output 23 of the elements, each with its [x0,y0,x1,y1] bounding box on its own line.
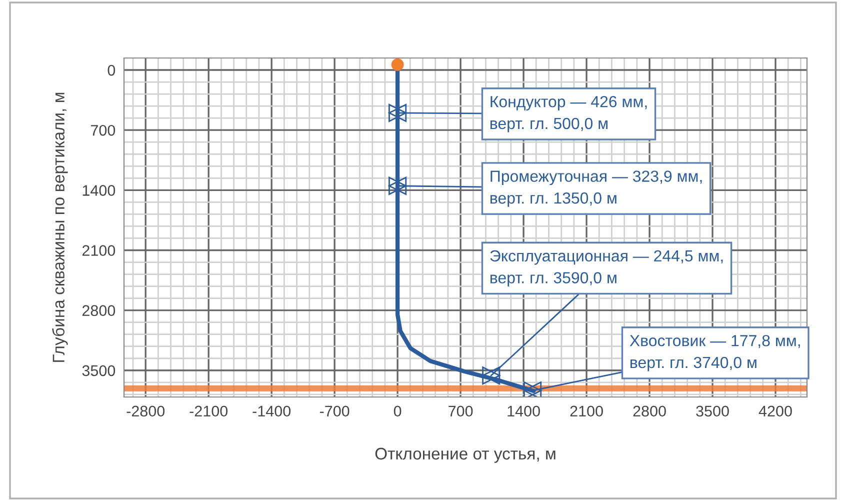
x-tick-label: -2100 [190,406,228,417]
annotation: Промежуточная — 323,9 мм, верт. гл. 1350,0 м [490,170,702,207]
x-tick-label: -2800 [126,406,165,417]
x-axis-title: Отклонение от устья, м [375,448,556,463]
y-tick-label: 0 [108,64,116,76]
x-tick-label: 4200 [758,406,792,417]
x-tick-label: 1400 [508,406,540,417]
x-tick-label: -700 [320,406,350,417]
annotation: Кондуктор — 426 мм, верт. гл. 500,0 м [490,96,647,132]
annotation: Хвостовик — 177,8 мм, верт. гл. 3740,0 м [630,334,800,372]
x-tick-label: -1400 [252,406,291,417]
x-tick-label: 2100 [570,406,603,417]
x-tick-label: 3500 [696,406,729,417]
x-tick-label: 0 [394,406,402,417]
y-tick-label: 2800 [82,305,116,316]
y-tick-label: 2100 [82,245,116,256]
x-tick-label: 2800 [633,406,666,417]
y-tick-label: 700 [90,124,116,136]
x-tick-label: 700 [448,406,473,417]
annotation: Эксплуатационная — 244,5 мм, верт. гл. 3590,0 м [490,250,723,287]
y-tick-label: 3500 [82,365,116,376]
y-axis-title: Глубина скважины по вертикали, м [52,92,68,362]
y-tick-label: 1400 [82,185,116,196]
